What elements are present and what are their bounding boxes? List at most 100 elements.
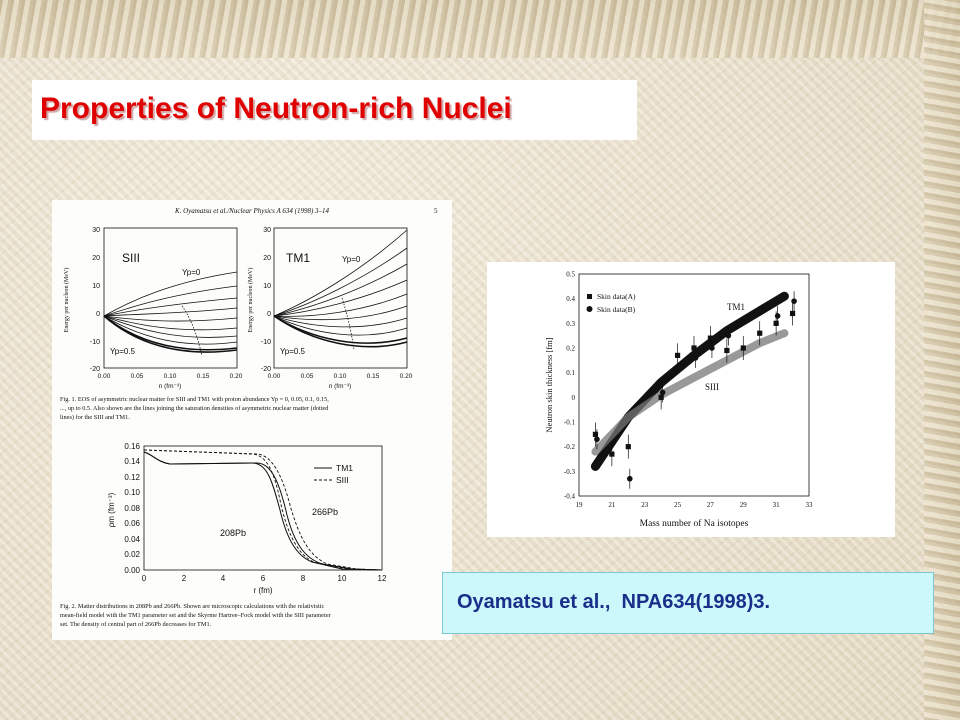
- density-legend-siii: SIII: [336, 475, 349, 485]
- eos1-ytick: 0: [96, 311, 100, 318]
- skin-ytick: 0.2: [566, 345, 575, 353]
- skin-ylabel: Neutron skin thickness [fm]: [544, 337, 554, 432]
- skin-xtick: 27: [707, 501, 715, 509]
- data-point-b: [709, 345, 715, 351]
- eos1-ytick: 20: [92, 255, 100, 262]
- label-266pb: 266Pb: [312, 507, 338, 517]
- eos2-ytick: 30: [263, 227, 271, 234]
- eos1-xtick: 0.05: [131, 373, 144, 380]
- eos-yp0-siii: Yp=0: [182, 268, 201, 277]
- eos2-xtick: 0.20: [400, 373, 413, 380]
- density-xlabel: r (fm): [253, 586, 272, 595]
- density-xtick: 4: [221, 574, 226, 583]
- skin-legend-b: Skin data(B): [597, 305, 636, 314]
- eos2-ytick: 0: [267, 311, 271, 318]
- fig1-caption-line: Fig. 1. EOS of asymmetric nuclear matter…: [60, 396, 329, 403]
- eos1-ytick: -20: [90, 366, 100, 373]
- density-xtick: 2: [182, 574, 187, 583]
- label-208pb: 208Pb: [220, 528, 246, 538]
- density-xtick: 10: [338, 574, 347, 583]
- skin-xticks: 19 21 23 25 27 29 31 33: [576, 501, 814, 509]
- fig2-caption-line: mean-field model with the TM1 parameter …: [60, 612, 332, 619]
- skin-xlabel: Mass number of Na isotopes: [640, 518, 749, 529]
- eos-saturation-siii: [181, 305, 203, 357]
- fig2-caption: Fig. 2. Matter distributions in 208Pb an…: [60, 603, 332, 628]
- density-xtick: 6: [261, 574, 266, 583]
- skin-ytick: -0.1: [564, 419, 576, 427]
- eos-yp05-tm1: Yp=0.5: [280, 347, 306, 356]
- eos2-ytick: -10: [261, 339, 271, 346]
- skin-ytick: -0.3: [564, 468, 576, 476]
- density-ytick: 0.06: [124, 519, 140, 528]
- skin-yticks: 0.5 0.4 0.3 0.2 0.1 0 -0.1 -0.2 -0.3 -0.4: [564, 271, 576, 501]
- density-ytick: 0.14: [124, 457, 140, 466]
- data-point-a: [740, 345, 746, 351]
- eos2-ytick: 10: [263, 283, 271, 290]
- legend-marker-a: [587, 294, 592, 299]
- density-curves: [143, 449, 383, 571]
- data-point-b: [692, 355, 699, 361]
- fig2-caption-line: set. The density of central part of 266P…: [60, 621, 212, 628]
- skin-ytick: 0.5: [566, 271, 575, 279]
- skin-bands: [590, 291, 789, 471]
- data-point-b: [594, 436, 600, 443]
- eos-label-tm1: TM1: [286, 251, 310, 265]
- eos1-ytick: 10: [92, 283, 100, 290]
- data-point-a: [757, 330, 763, 336]
- paper-figure-svg: K. Oyamatsu et al./Nuclear Physics A 634…: [60, 207, 438, 628]
- density-legend-tm1: TM1: [336, 463, 353, 473]
- eos2-xtick: 0.10: [334, 373, 347, 380]
- data-point-a: [789, 310, 796, 317]
- skin-xtick: 19: [576, 501, 584, 509]
- band-siii: [591, 329, 789, 456]
- slide-title: Properties of Neutron-rich Nuclei: [40, 92, 512, 125]
- eos2-ytick: -20: [261, 366, 271, 373]
- eos-ylabel-1: Energy per nucleon (MeV): [63, 268, 70, 333]
- fig1-caption: Fig. 1. EOS of asymmetric nuclear matter…: [60, 396, 329, 421]
- density-xtick: 0: [142, 574, 147, 583]
- data-point-b: [626, 475, 633, 482]
- density-ytick: 0.12: [124, 473, 140, 482]
- skin-ytick: 0.1: [566, 369, 575, 377]
- eos-yp05-siii: Yp=0.5: [110, 347, 136, 356]
- eos-label-siii: SIII: [122, 251, 140, 265]
- density-ytick: 0.00: [124, 566, 140, 575]
- density-xtick: 8: [301, 574, 306, 583]
- eos1-ytick: -10: [90, 339, 100, 346]
- density-ytick: 0.08: [124, 504, 140, 513]
- skin-chart-svg: Neutron skin thickness [fm] Mass number …: [544, 271, 814, 530]
- eos-saturation-tm1: [341, 297, 355, 351]
- fig1-caption-line: ..., up to 0.5. Also shown are the lines…: [60, 405, 329, 412]
- data-point-a: [609, 451, 615, 457]
- parchment-border-top: [0, 0, 960, 58]
- eos-yp0-tm1: Yp=0: [342, 255, 361, 264]
- paper-page-number: 5: [434, 207, 438, 215]
- citation-box: Oyamatsu et al., NPA634(1998)3.: [442, 572, 934, 634]
- eos-panel-tm1: Energy per nucleon (MeV) 30 20 10 0 -10 …: [247, 227, 413, 390]
- eos-curves-siii: [103, 271, 238, 353]
- eos1-xtick: 0.20: [230, 373, 243, 380]
- data-point-a: [592, 431, 599, 437]
- paper-scan: K. Oyamatsu et al./Nuclear Physics A 634…: [52, 200, 452, 640]
- eos-xlabel-1: n (fm⁻³): [159, 383, 182, 390]
- data-point-b: [725, 332, 732, 339]
- eos2-xtick: 0.00: [268, 373, 281, 380]
- title-box: [32, 80, 637, 140]
- fig2-caption-line: Fig. 2. Matter distributions in 208Pb an…: [60, 603, 324, 610]
- skin-xtick: 33: [806, 501, 814, 509]
- skin-ytick: 0: [572, 394, 576, 402]
- data-point-b: [791, 298, 797, 304]
- skin-xtick: 21: [608, 501, 616, 509]
- eos1-xtick: 0.15: [197, 373, 210, 380]
- density-ytick: 0.16: [124, 442, 140, 451]
- eos1-xtick: 0.10: [164, 373, 177, 380]
- eos1-ytick: 30: [92, 227, 100, 234]
- density-ylabel: ρm (fm⁻³): [107, 492, 116, 527]
- paper-header: K. Oyamatsu et al./Nuclear Physics A 634…: [174, 207, 330, 215]
- skin-plot-frame: [578, 273, 810, 497]
- skin-ytick: 0.3: [566, 320, 575, 328]
- density-ytick: 0.10: [124, 488, 140, 497]
- data-point-a: [724, 347, 730, 354]
- eos2-ytick: 20: [263, 255, 271, 262]
- skin-legend-a: Skin data(A): [597, 292, 636, 301]
